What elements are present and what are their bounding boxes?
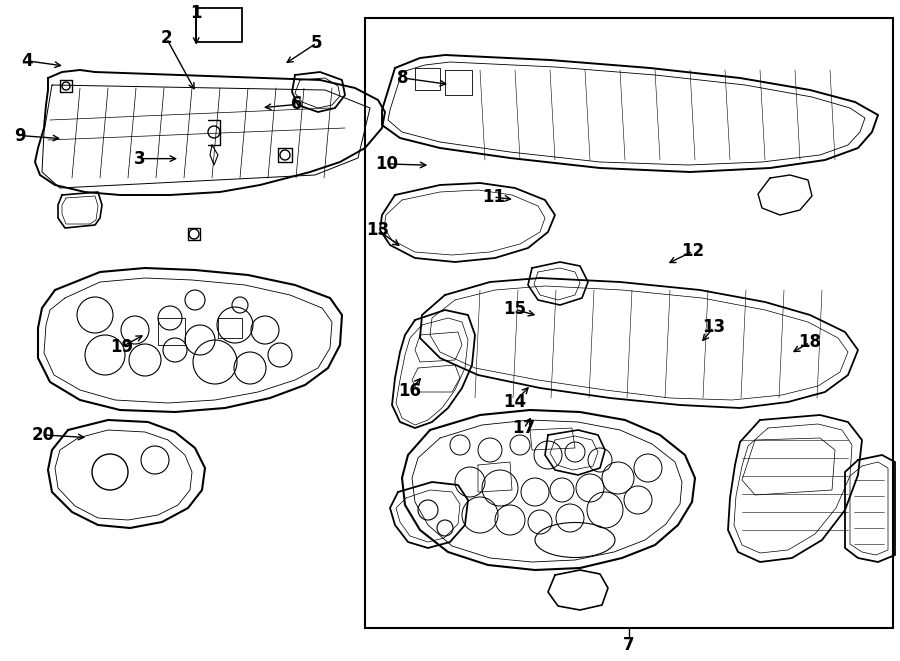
Text: 15: 15 [503,300,526,319]
Text: 13: 13 [702,318,725,336]
Text: 13: 13 [366,221,390,239]
Bar [365,18,893,628]
Text: 5: 5 [311,34,322,52]
Text: 2: 2 [161,29,172,48]
Text: 16: 16 [398,382,421,401]
Text: 6: 6 [292,95,302,114]
Text: 14: 14 [503,393,526,411]
Text: 11: 11 [482,188,505,206]
Text: 9: 9 [14,126,25,145]
Text: 19: 19 [110,338,133,356]
Text: 20: 20 [32,426,55,444]
Text: 4: 4 [22,52,32,70]
Text: 12: 12 [681,242,705,260]
Text: 17: 17 [512,419,535,438]
Text: 3: 3 [134,149,145,168]
Text: 8: 8 [398,69,409,87]
Text: 10: 10 [375,155,399,173]
Text: 1: 1 [191,4,202,22]
Text: 18: 18 [798,333,822,352]
Text: 7: 7 [623,636,634,654]
